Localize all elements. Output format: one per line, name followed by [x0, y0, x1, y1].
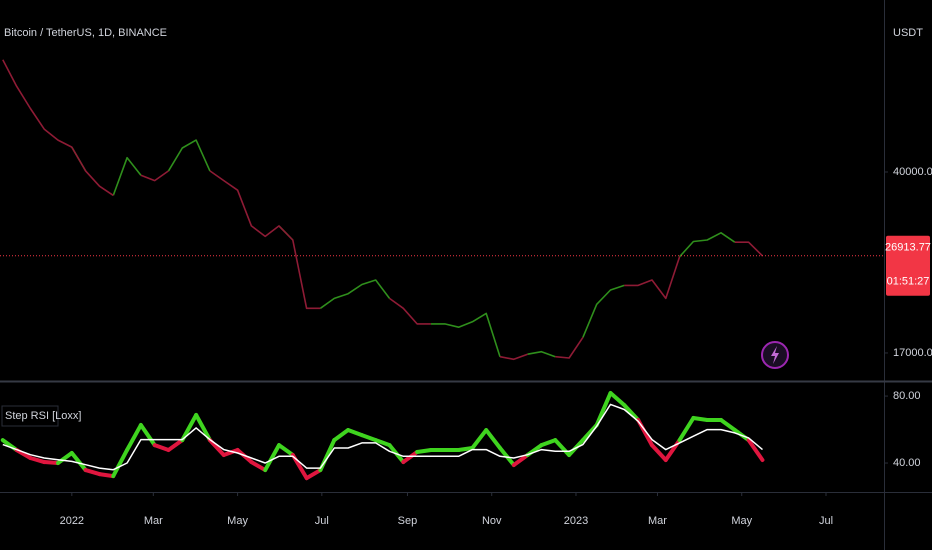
rsi-segment	[180, 412, 199, 443]
rsi-segment	[746, 438, 765, 463]
rsi-segment	[83, 468, 102, 477]
rsi-segment	[456, 445, 475, 452]
rsi-segment	[594, 391, 613, 428]
last-price-box	[886, 235, 930, 296]
indicator-title: Step RSI [Loxx]	[5, 410, 81, 422]
y-tick-label: 40.00	[893, 457, 921, 469]
x-tick-label: Sep	[398, 515, 418, 527]
x-tick-label: Mar	[648, 515, 667, 527]
rsi-segment	[56, 450, 74, 466]
x-tick-label: May	[227, 515, 248, 527]
rsi-segment	[511, 453, 530, 468]
indicator-legend-box[interactable]	[1, 405, 59, 427]
rsi-segment	[649, 443, 668, 463]
lightning	[771, 346, 779, 364]
series-line	[2, 403, 763, 471]
currency: USDT	[893, 27, 923, 39]
rsi-segment	[346, 428, 364, 438]
x-tick-label: 2022	[60, 515, 84, 527]
rsi-segment	[152, 443, 171, 452]
rsi-segment	[470, 428, 489, 450]
x-tick-label: 2023	[564, 515, 588, 527]
rsi-segment	[373, 438, 392, 448]
rsi-segment	[207, 438, 226, 457]
rsi-segment	[249, 460, 268, 473]
rsi-segment	[111, 447, 130, 479]
rsi-segment	[332, 428, 351, 443]
y-tick-label: 17000.00	[893, 347, 932, 359]
rsi-segment	[539, 438, 558, 448]
rsi-segment	[691, 416, 710, 423]
rsi-segment	[719, 418, 737, 433]
rsi-segment	[42, 460, 61, 466]
rsi-segment	[484, 428, 503, 450]
x-tick-label: Mar	[144, 515, 163, 527]
countdown: 01:51:27	[887, 276, 930, 288]
rsi-segment	[677, 416, 696, 443]
rsi-segment	[138, 423, 157, 448]
rsi-segment	[304, 468, 323, 481]
rsi-segment	[277, 443, 295, 457]
series-line	[2, 59, 764, 361]
chart-title: Bitcoin / TetherUS, 1D, BINANCE	[4, 27, 167, 39]
rsi-segment	[125, 423, 143, 452]
y-tick-label: 80.00	[893, 390, 921, 402]
x-tick-label: May	[731, 515, 752, 527]
rsi-segment	[69, 450, 88, 473]
x-tick-label: Jul	[315, 515, 329, 527]
last-price-label: 26913.77	[885, 242, 931, 254]
rsi-segment	[622, 403, 641, 423]
rsi-segment	[97, 472, 116, 479]
x-tick-label: Nov	[482, 515, 502, 527]
rsi-segment	[263, 443, 282, 473]
rsi-segment	[28, 456, 47, 465]
rsi-segment	[608, 391, 627, 408]
y-tick-label: 40000.00	[893, 166, 932, 178]
rsi-segment	[14, 447, 33, 461]
x-tick-label: Jul	[819, 515, 833, 527]
rsi-segment	[553, 438, 572, 457]
rsi-segment	[194, 412, 212, 443]
rsi-segment	[221, 447, 240, 457]
rsi-segment	[359, 433, 378, 443]
rsi-segment	[166, 438, 185, 452]
rsi-segment	[415, 447, 433, 454]
rsi-segment	[580, 423, 599, 443]
